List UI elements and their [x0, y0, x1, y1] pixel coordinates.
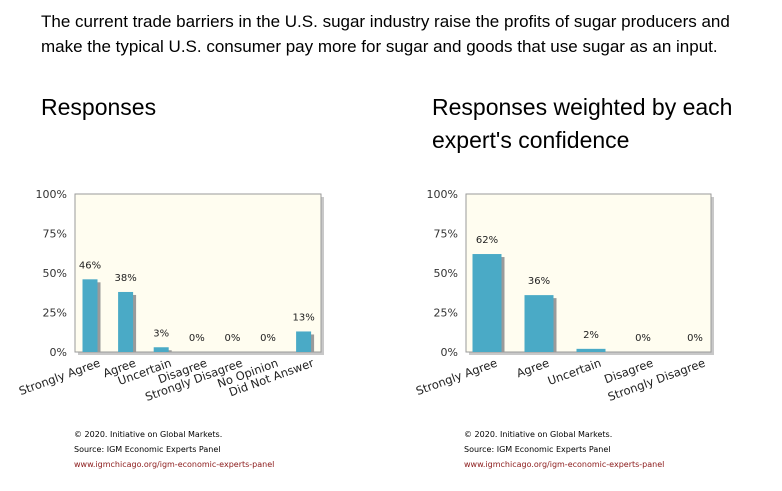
y-tick-label: 50% — [434, 267, 458, 280]
bar — [153, 347, 169, 352]
question-text: The current trade barriers in the U.S. s… — [41, 12, 730, 56]
bar — [82, 279, 98, 352]
category-label: Uncertain — [546, 356, 603, 388]
footer-url[interactable]: www.igmchicago.org/igm-economic-experts-… — [464, 460, 665, 469]
footer-left: © 2020. Initiative on Global Markets. So… — [74, 427, 274, 472]
y-tick-label: 75% — [43, 228, 67, 241]
y-tick-label: 75% — [434, 228, 458, 241]
plot-area — [465, 193, 712, 353]
footer-copyright: © 2020. Initiative on Global Markets. — [464, 430, 613, 439]
bar — [524, 295, 554, 352]
data-label: 3% — [153, 328, 169, 339]
data-label: 62% — [476, 235, 498, 246]
data-label: 0% — [260, 333, 276, 344]
data-label: 0% — [687, 333, 703, 344]
y-tick-label: 25% — [434, 307, 458, 320]
data-label: 0% — [189, 333, 205, 344]
responses-heading: Responses — [41, 94, 157, 120]
data-label: 13% — [292, 312, 314, 323]
data-label: 46% — [79, 260, 101, 271]
footer-copyright: © 2020. Initiative on Global Markets. — [74, 430, 223, 439]
plot-area — [74, 193, 322, 353]
footer-source: Source: IGM Economic Experts Panel — [74, 445, 221, 454]
weighted-responses-heading: Responses weighted by each expert's conf… — [432, 94, 733, 153]
data-label: 38% — [114, 273, 136, 284]
footer-source: Source: IGM Economic Experts Panel — [464, 445, 611, 454]
bar — [472, 254, 502, 352]
category-label: Strongly Agree — [414, 356, 499, 398]
footer-url[interactable]: www.igmchicago.org/igm-economic-experts-… — [74, 460, 275, 469]
data-label: 2% — [583, 330, 599, 341]
y-tick-label: 100% — [427, 188, 458, 201]
data-label: 0% — [224, 333, 240, 344]
footer-right: © 2020. Initiative on Global Markets. So… — [464, 427, 664, 472]
y-tick-label: 50% — [43, 267, 67, 280]
bar — [576, 348, 606, 352]
bar — [118, 291, 134, 352]
data-label: 0% — [635, 333, 651, 344]
data-label: 36% — [528, 276, 550, 287]
bar — [296, 331, 312, 352]
y-tick-label: 25% — [43, 307, 67, 320]
y-tick-label: 100% — [36, 188, 67, 201]
y-tick-label: 0% — [441, 346, 458, 359]
y-tick-label: 0% — [50, 346, 67, 359]
